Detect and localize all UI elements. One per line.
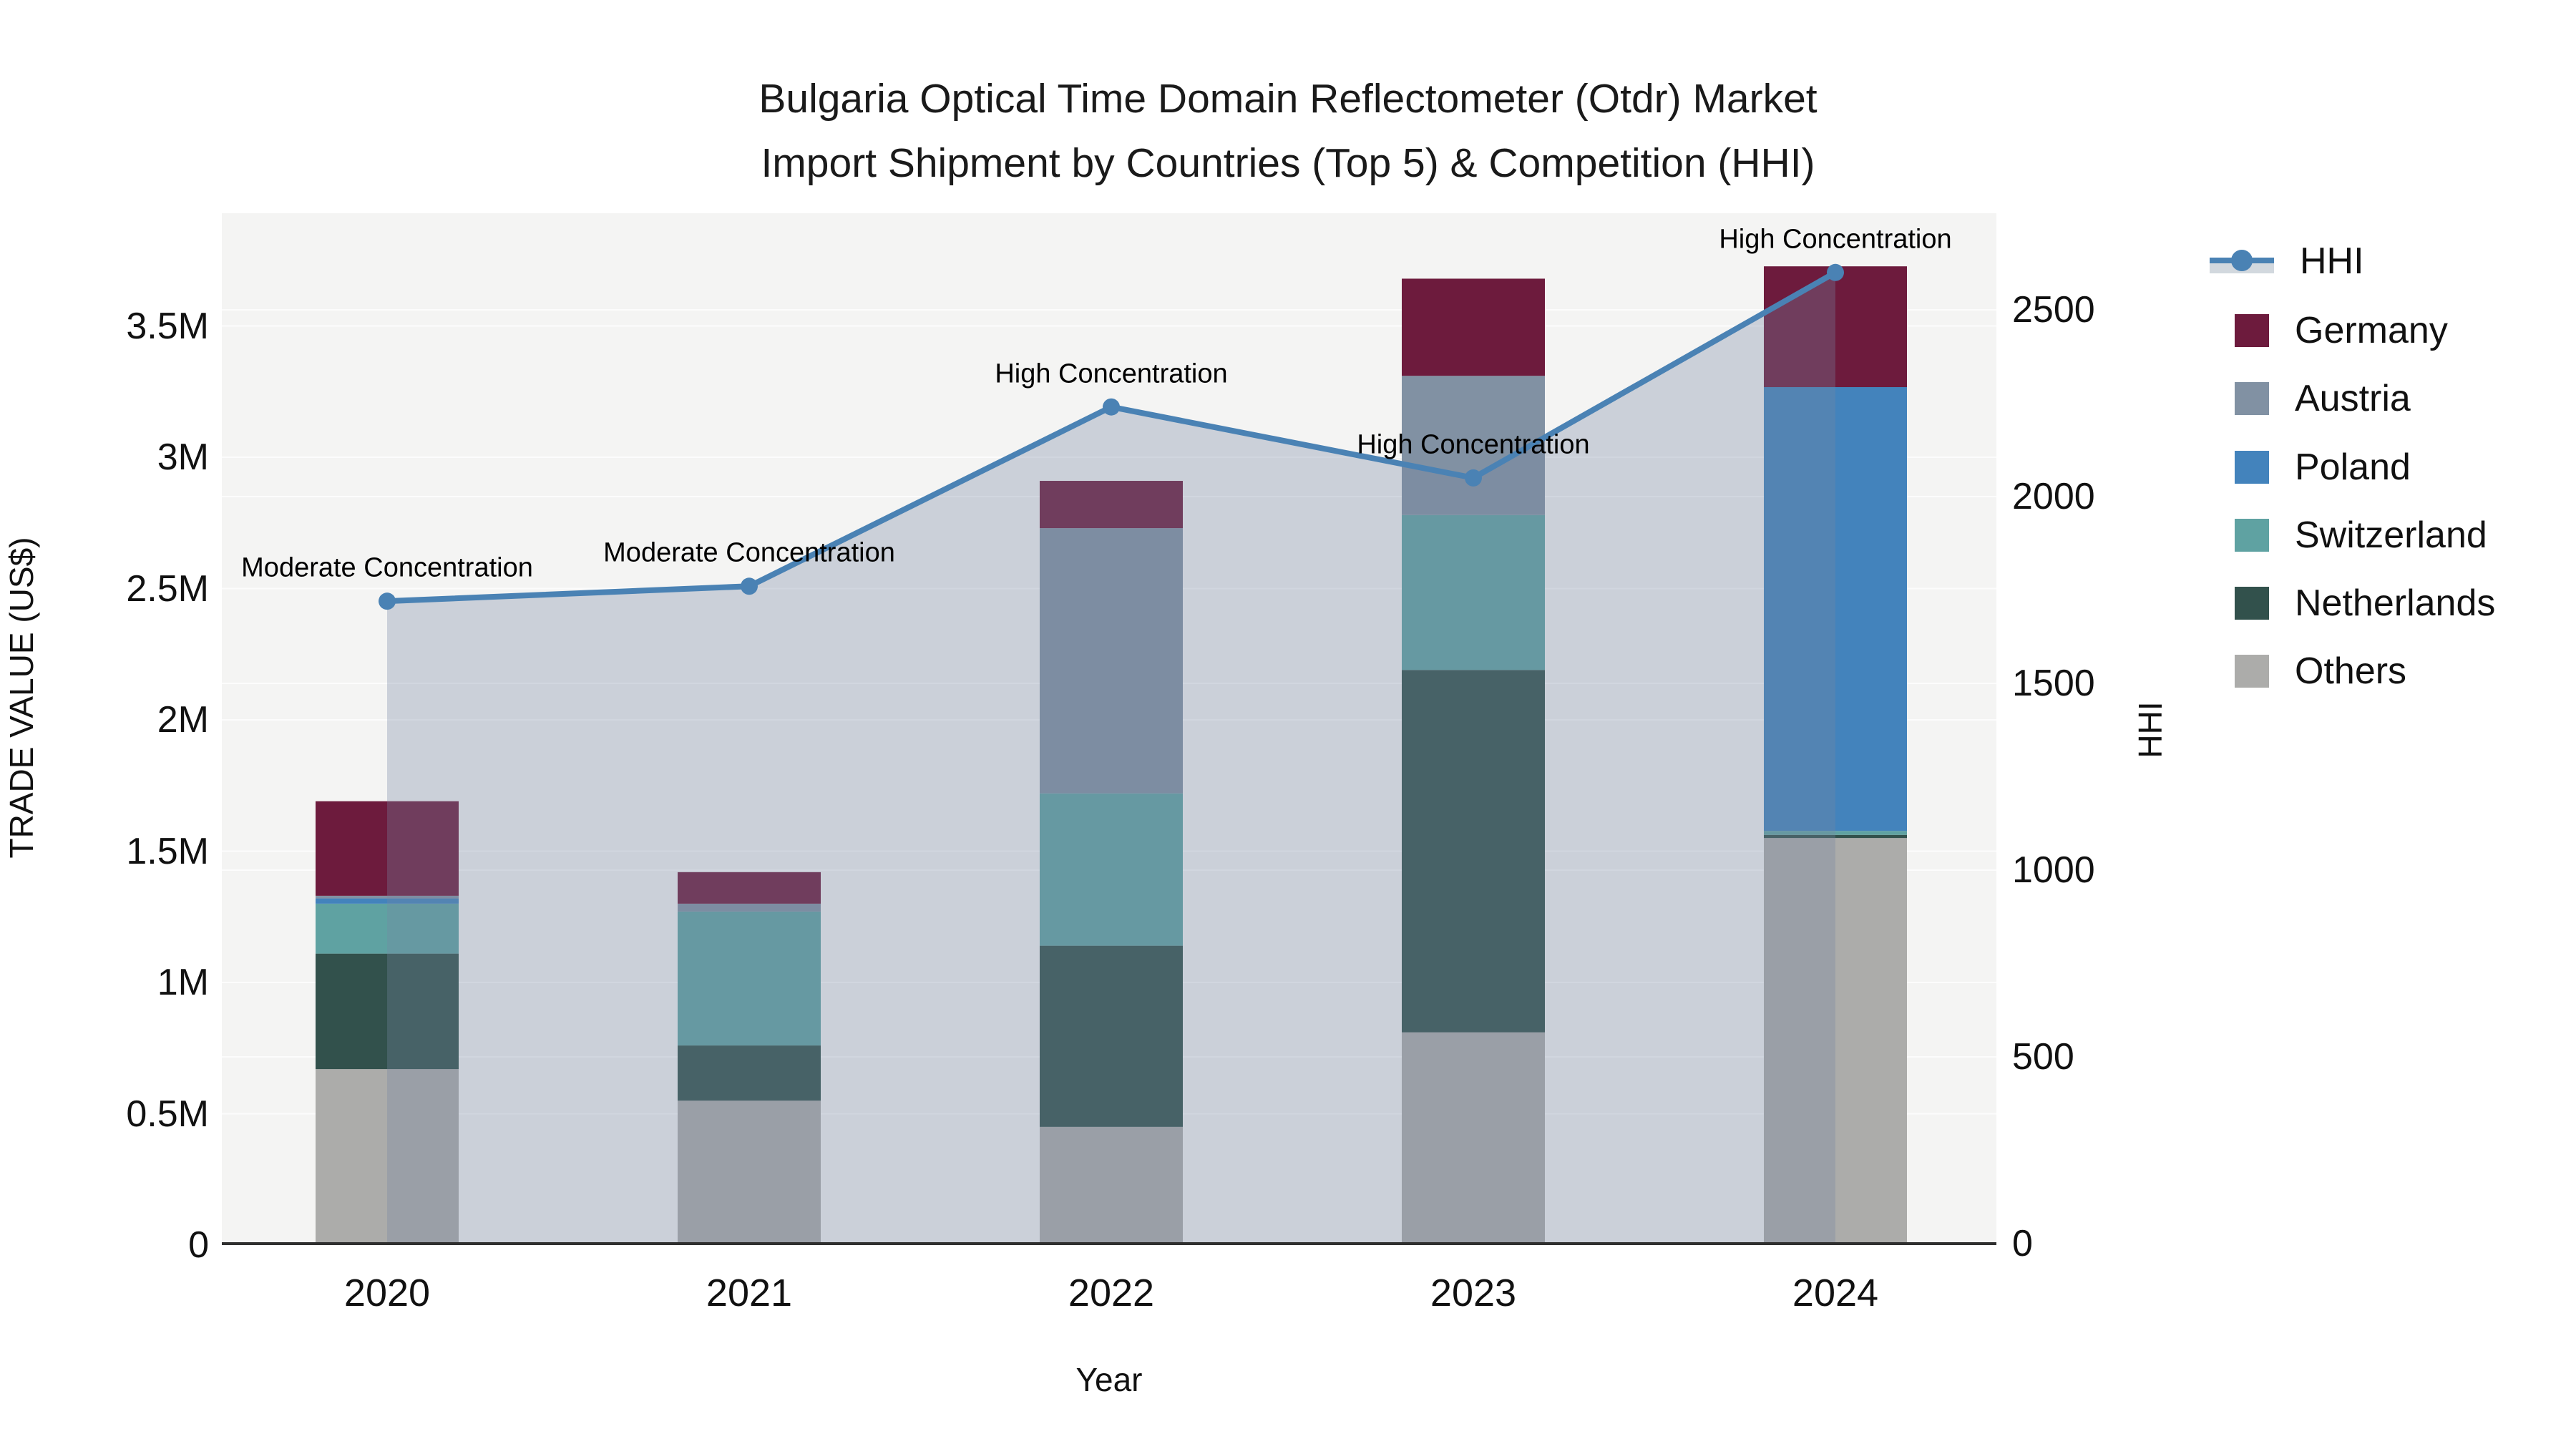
hhi-line-legend-icon	[2210, 245, 2274, 278]
legend-label: Germany	[2295, 310, 2448, 351]
bar-segment-austria-2022[interactable]	[1040, 528, 1183, 794]
bar-segment-others-2020[interactable]	[316, 1069, 459, 1245]
bar-segment-netherlands-2022[interactable]	[1040, 945, 1183, 1127]
legend-item-others[interactable]: Others	[2210, 650, 2406, 693]
hhi-marker-2023[interactable]	[1465, 469, 1482, 487]
legend-swatch-austria	[2235, 382, 2269, 415]
bar-segment-austria-2020[interactable]	[316, 895, 459, 899]
bar-segment-switzerland-2022[interactable]	[1040, 793, 1183, 946]
legend-label: Netherlands	[2295, 582, 2496, 624]
x-tick-2024: 2024	[1792, 1272, 1879, 1314]
y-right-tick-0: 0	[2012, 1223, 2033, 1264]
bar-segment-netherlands-2021[interactable]	[678, 1045, 821, 1101]
annotation-2023: High Concentration	[1357, 429, 1590, 460]
bar-segment-germany-2022[interactable]	[1040, 481, 1183, 529]
bar-segment-others-2024[interactable]	[1764, 838, 1907, 1245]
bar-segment-poland-2020[interactable]	[316, 898, 459, 904]
bar-segment-others-2023[interactable]	[1402, 1032, 1545, 1245]
annotation-2024: High Concentration	[1719, 224, 1952, 255]
hhi-area-fill	[387, 272, 1835, 1244]
bar-segment-netherlands-2024[interactable]	[1764, 834, 1907, 839]
bar-segment-austria-2023[interactable]	[1402, 376, 1545, 515]
legend-label: Others	[2295, 650, 2407, 692]
x-tick-2023: 2023	[1430, 1272, 1517, 1314]
y-left-tick-3M: 3M	[157, 436, 209, 478]
chart-svg	[222, 263, 1996, 1245]
hhi-marker-2020[interactable]	[379, 592, 396, 610]
bar-segment-netherlands-2023[interactable]	[1402, 670, 1545, 1033]
y-right-tick-1000: 1000	[2012, 849, 2095, 891]
legend-item-switzerland[interactable]: Switzerland	[2210, 514, 2487, 557]
bar-segment-poland-2024[interactable]	[1764, 387, 1907, 831]
chart-title-line1: Bulgaria Optical Time Domain Reflectomet…	[758, 76, 1818, 122]
y-right-tick-1500: 1500	[2012, 663, 2095, 704]
legend-label: Switzerland	[2295, 514, 2487, 556]
x-tick-2020: 2020	[343, 1272, 431, 1314]
plot-area	[222, 213, 1996, 1245]
y-right-axis-title: HHI	[2132, 701, 2169, 758]
legend-hhi-dot	[2231, 250, 2253, 271]
legend-label: Poland	[2295, 447, 2411, 488]
x-tick-2022: 2022	[1068, 1272, 1155, 1314]
bar-segment-switzerland-2023[interactable]	[1402, 514, 1545, 670]
legend-label: HHI	[2300, 240, 2364, 282]
y-left-tick-0.5M: 0.5M	[126, 1093, 209, 1135]
y-right-tick-2000: 2000	[2012, 476, 2095, 517]
legend-swatch-others	[2235, 655, 2269, 688]
bar-segment-switzerland-2021[interactable]	[678, 911, 821, 1046]
bar-segment-others-2021[interactable]	[678, 1101, 821, 1245]
legend-swatch-switzerland	[2235, 519, 2269, 552]
annotation-2020: Moderate Concentration	[241, 552, 533, 583]
legend-item-germany[interactable]: Germany	[2210, 309, 2448, 352]
legend-item-austria[interactable]: Austria	[2210, 377, 2411, 420]
bar-segment-germany-2020[interactable]	[316, 801, 459, 896]
bar-segment-germany-2021[interactable]	[678, 872, 821, 904]
bar-series	[316, 266, 1907, 1245]
bar-segment-germany-2023[interactable]	[1402, 278, 1545, 376]
bar-segment-others-2022[interactable]	[1040, 1126, 1183, 1245]
y-left-axis-title: TRADE VALUE (US$)	[3, 537, 40, 859]
x-tick-2021: 2021	[706, 1272, 793, 1314]
y-right-tick-2500: 2500	[2012, 289, 2095, 331]
bar-segment-switzerland-2020[interactable]	[316, 903, 459, 954]
bar-segment-germany-2024[interactable]	[1764, 266, 1907, 388]
legend-swatch-germany	[2235, 314, 2269, 347]
y-left-tick-1.5M: 1.5M	[126, 830, 209, 872]
y-right-tick-500: 500	[2012, 1036, 2074, 1078]
legend-item-poland[interactable]: Poland	[2210, 446, 2411, 489]
annotation-2021: Moderate Concentration	[603, 537, 895, 568]
bar-segment-switzerland-2024[interactable]	[1764, 831, 1907, 835]
y-left-tick-3.5M: 3.5M	[126, 305, 209, 347]
y-left-tick-2.5M: 2.5M	[126, 567, 209, 610]
legend-item-hhi[interactable]: HHI	[2210, 240, 2364, 283]
y-left-tick-0: 0	[188, 1224, 209, 1266]
x-axis-title: Year	[1075, 1361, 1143, 1398]
hhi-marker-2022[interactable]	[1103, 398, 1120, 416]
hhi-marker-2021[interactable]	[741, 577, 758, 595]
bar-segment-netherlands-2020[interactable]	[316, 953, 459, 1070]
legend-swatch-poland	[2235, 451, 2269, 484]
legend-item-netherlands[interactable]: Netherlands	[2210, 582, 2495, 625]
bar-segment-austria-2021[interactable]	[678, 903, 821, 912]
hhi-marker-2024[interactable]	[1827, 263, 1844, 281]
y-left-tick-1M: 1M	[157, 962, 209, 1003]
y-left-tick-2M: 2M	[157, 699, 209, 741]
annotation-2022: High Concentration	[995, 358, 1228, 389]
legend-label: Austria	[2295, 378, 2411, 419]
legend-swatch-netherlands	[2235, 587, 2269, 620]
chart-title-line2: Import Shipment by Countries (Top 5) & C…	[761, 140, 1815, 186]
